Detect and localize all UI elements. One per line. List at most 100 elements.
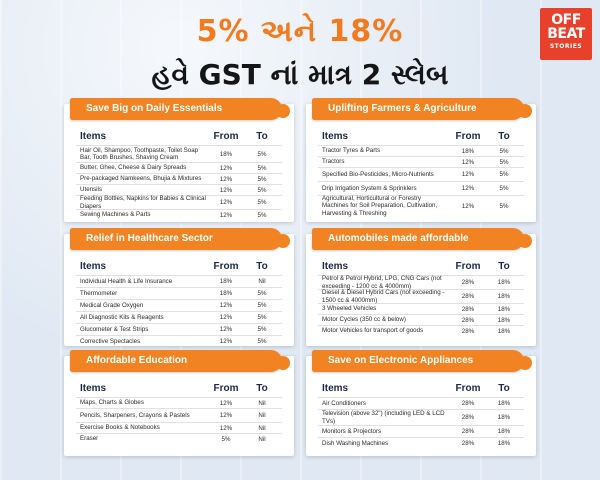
table-row: Motor Cycles (350 cc & below) 28% 18% (318, 314, 524, 325)
table-header-row: Items From To (76, 128, 282, 145)
card-electronics: Save on Electronic Appliances Items From To… (306, 350, 536, 456)
table-row: Television (above 32") (including LED & … (318, 409, 524, 425)
table-row: Pencils, Sharpeners, Crayons & Pastels 12… (76, 408, 282, 422)
row-item-name: Diesel & Diesel Hybrid Cars (not exceedi… (322, 289, 445, 304)
logo-line-3: STORIES (549, 43, 583, 50)
column-header-items: Items (322, 131, 349, 142)
column-header-items: Items (322, 383, 349, 394)
card-daily-essentials: Save Big on Daily Essentials Items From To H… (64, 98, 294, 222)
table-header-row: Items From To (318, 258, 524, 275)
row-rate-from: 12% (461, 158, 475, 166)
row-rate-from: 12% (219, 211, 233, 219)
row-rate-to: 5% (257, 175, 267, 183)
row-rate-from: 12% (219, 186, 233, 194)
table-header-row: Items From To (76, 258, 282, 275)
row-rate-from: 12% (219, 164, 233, 172)
row-rate-from: 12% (219, 412, 233, 419)
row-rate-from: 28% (461, 414, 475, 421)
table-row: Specified Bio-Pesticides, Micro-Nutrient… (318, 167, 524, 181)
card-title: Affordable Education (70, 350, 290, 372)
row-item-name: Dish Washing Machines (322, 439, 389, 447)
row-rate-from: 12% (219, 326, 233, 333)
logo-line-2: BEAT (547, 26, 585, 42)
table-row: Drip Irrigation System & Sprinklers 12% 5% (318, 181, 524, 195)
row-rate-from: 28% (461, 428, 475, 435)
card-title: Uplifting Farmers & Agriculture (312, 98, 532, 120)
rate-table: Items From To Hair Oil, Shampoo, Toothpaste… (76, 128, 282, 220)
row-rate-to: 5% (257, 326, 267, 333)
row-rate-from: 12% (461, 202, 475, 210)
column-header-from: From (213, 383, 239, 394)
row-item-name: Agricultural, Horticultural or Forestry … (322, 195, 438, 217)
row-rate-from: 18% (219, 150, 233, 158)
rate-table: Items From To Maps, Charts & Globes 12% Nil Pe… (76, 380, 282, 444)
card-automobiles: Automobiles made affordable Items From To Pe… (306, 228, 536, 346)
card-title: Save Big on Daily Essentials (70, 98, 290, 120)
table-row: Glucometer & Test Strips 12% 5% (76, 323, 282, 335)
row-rate-to: 18% (497, 316, 511, 324)
row-rate-from: 18% (219, 290, 233, 297)
row-rate-to: 18% (497, 440, 511, 447)
row-rate-to: 5% (499, 202, 509, 210)
row-rate-from: 28% (461, 279, 475, 286)
table-row: Utensils 12% 5% (76, 184, 282, 195)
row-rate-from: 12% (219, 424, 233, 432)
column-header-to: To (256, 131, 268, 142)
row-rate-to: 5% (257, 314, 267, 321)
column-header-to: To (256, 383, 268, 394)
row-item-name: Pre-packaged Namkeens, Bhujia & Mixtures (80, 175, 202, 183)
row-rate-to: Nil (258, 399, 266, 407)
row-rate-to: 18% (497, 400, 511, 407)
column-header-to: To (498, 131, 510, 142)
rate-table: Items From To Individual Health & Life Insu… (76, 258, 282, 347)
row-rate-from: 28% (461, 440, 475, 447)
row-item-name: Monitors & Projectors (322, 427, 382, 435)
card-education: Affordable Education Items From To Maps, Cha… (64, 350, 294, 456)
table-header-row: Items From To (76, 380, 282, 397)
row-rate-from: 28% (461, 400, 475, 407)
row-rate-from: 5% (221, 435, 231, 443)
row-item-name: Feeding Bottles, Napkins for Babies & Cl… (80, 195, 206, 210)
table-row: Monitors & Projectors 28% 18% (318, 425, 524, 437)
rate-table: Items From To Tractor Tyres & Parts 18% 5% Tra… (318, 128, 524, 217)
row-rate-to: 18% (497, 428, 511, 435)
table-row: Motor Vehicles for transport of goods 28%… (318, 325, 524, 336)
row-rate-from: 12% (219, 338, 233, 345)
table-row: Corrective Spectacles 12% 5% (76, 335, 282, 347)
row-rate-to: 5% (257, 302, 267, 309)
row-item-name: Television (above 32") (including LED & … (322, 410, 445, 425)
headline-rates: 5% અને 18% (196, 14, 404, 49)
row-rate-to: 18% (497, 293, 511, 300)
column-header-items: Items (80, 131, 107, 142)
column-header-to: To (498, 383, 510, 394)
row-item-name: Motor Cycles (350 cc & below) (322, 316, 406, 324)
table-row: Medical Grade Oxygen 12% 5% (76, 299, 282, 311)
table-row: Air Conditioners 28% 18% (318, 397, 524, 409)
card-title: Relief in Healthcare Sector (70, 228, 290, 250)
headline-slabs: હવે GST નાં માત્ર 2 સ્લેબ (151, 58, 449, 91)
row-item-name: Eraser (80, 435, 99, 443)
row-rate-from: 12% (219, 314, 233, 321)
logo-line-1: OFF (551, 12, 581, 28)
row-rate-to: 5% (499, 185, 509, 192)
row-item-name: Tractors (322, 158, 345, 166)
row-item-name: Sewing Machines & Parts (80, 211, 151, 219)
table-header-row: Items From To (318, 380, 524, 397)
column-header-from: From (213, 261, 239, 272)
row-item-name: Exercise Books & Notebooks (80, 424, 160, 432)
row-rate-from: 18% (219, 278, 233, 285)
row-item-name: Drip Irrigation System & Sprinklers (322, 184, 417, 192)
row-rate-from: 12% (461, 171, 475, 178)
column-header-from: From (455, 261, 481, 272)
row-rate-to: 5% (257, 199, 267, 206)
row-item-name: Corrective Spectacles (80, 337, 141, 345)
column-header-from: From (213, 131, 239, 142)
row-rate-to: 5% (499, 158, 509, 166)
column-header-to: To (256, 261, 268, 272)
row-item-name: Thermometer (80, 289, 118, 297)
row-item-name: Specified Bio-Pesticides, Micro-Nutrient… (322, 170, 434, 178)
row-item-name: 3 Wheeled Vehicles (322, 305, 377, 313)
row-rate-from: 12% (219, 199, 233, 206)
row-rate-to: 18% (497, 327, 511, 335)
row-item-name: Medical Grade Oxygen (80, 301, 144, 309)
